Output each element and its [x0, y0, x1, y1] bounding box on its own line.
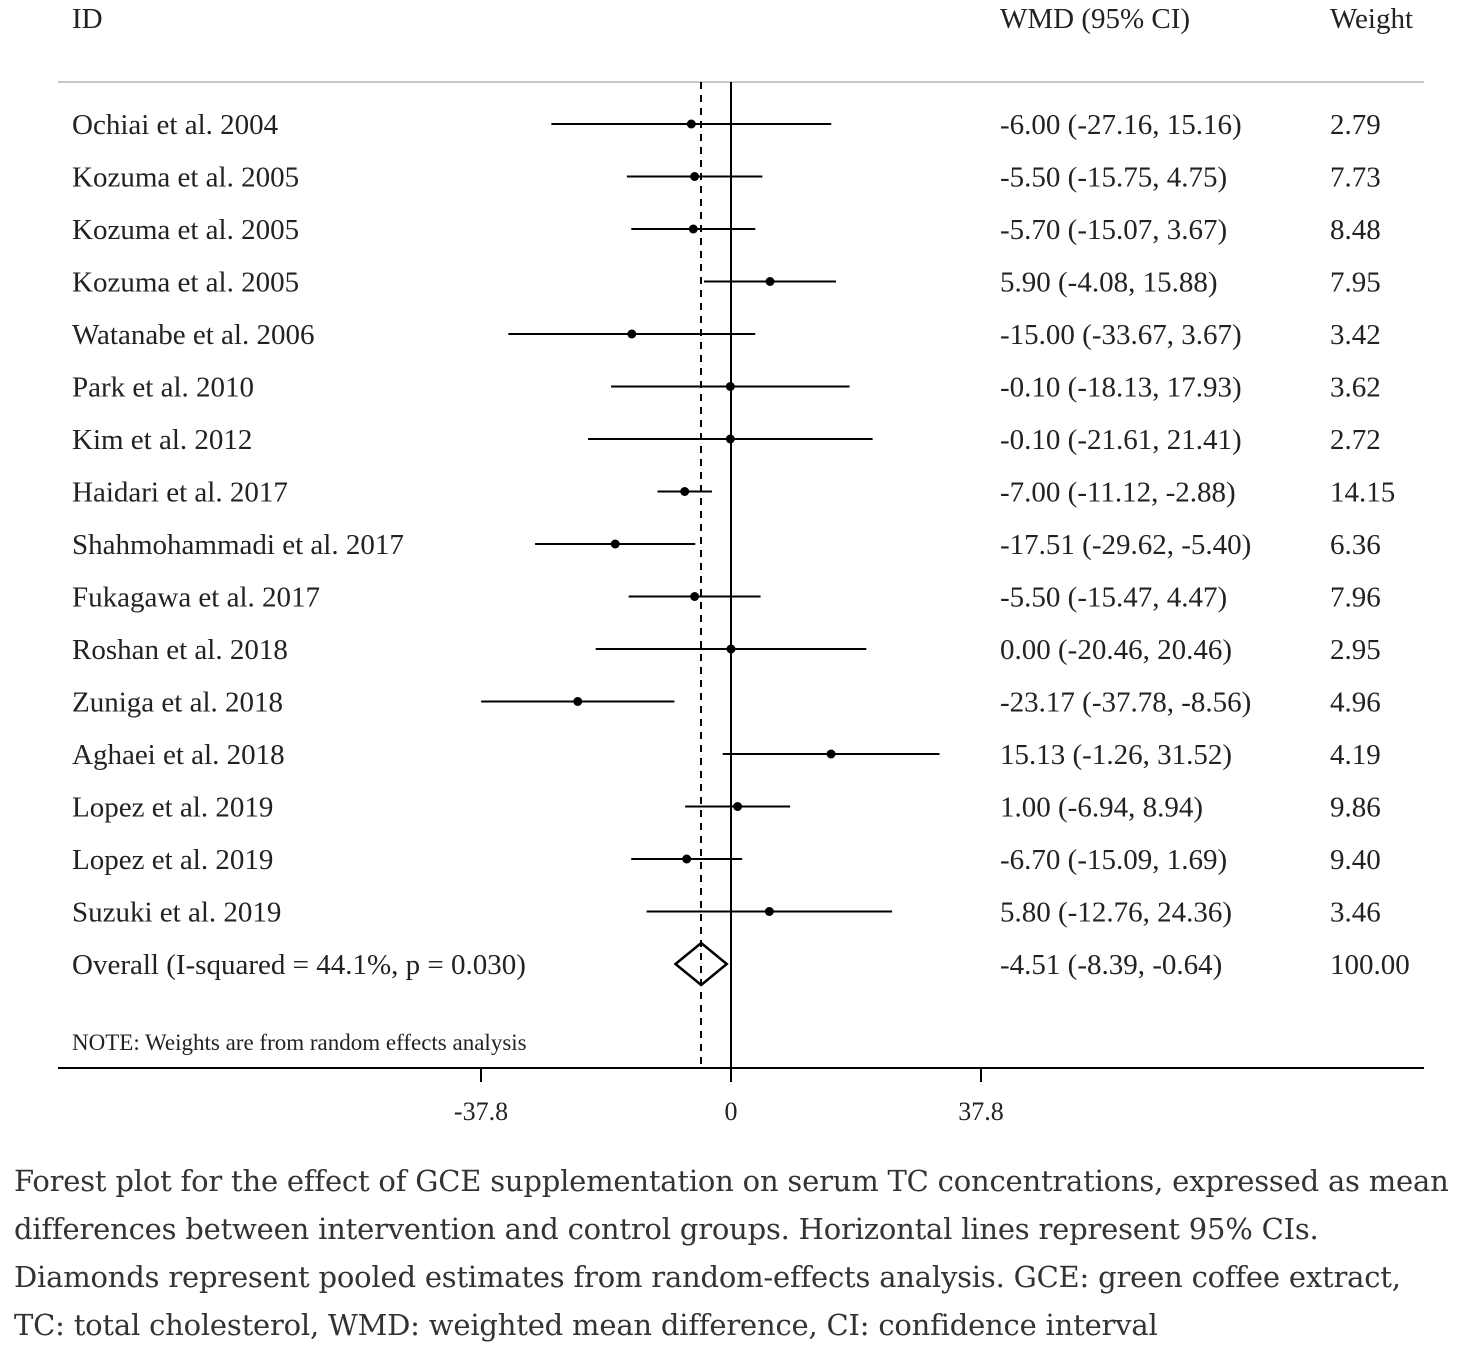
ci-text: -7.00 (-11.12, -2.88)	[1000, 477, 1236, 509]
ci-text: -5.50 (-15.75, 4.75)	[1000, 162, 1227, 194]
study-label: Kozuma et al. 2005	[72, 267, 299, 299]
study-row: Kozuma et al. 2005 -5.70 (-15.07, 3.67) 8.…	[72, 214, 1381, 246]
study-row: Zuniga et al. 2018 -23.17 (-37.78, -8.56)…	[72, 687, 1381, 719]
ci-text: 5.80 (-12.76, 24.36)	[1000, 897, 1232, 929]
weight-value: 2.72	[1330, 424, 1381, 456]
ci-text: 5.90 (-4.08, 15.88)	[1000, 267, 1217, 299]
header-weight: Weight	[1330, 3, 1413, 35]
overall-weight: 100.00	[1330, 949, 1410, 981]
weight-value: 7.96	[1330, 582, 1381, 614]
study-row: Lopez et al. 2019 1.00 (-6.94, 8.94) 9.86	[72, 792, 1381, 824]
ci-text: -0.10 (-18.13, 17.93)	[1000, 372, 1242, 404]
x-tick-label: 0	[725, 1097, 738, 1126]
point-estimate	[610, 539, 620, 549]
ci-text: -17.51 (-29.62, -5.40)	[1000, 529, 1251, 561]
weight-value: 6.36	[1330, 529, 1381, 561]
weight-value: 3.42	[1330, 319, 1381, 351]
point-estimate	[765, 277, 775, 286]
weight-value: 7.73	[1330, 162, 1381, 194]
study-row: Watanabe et al. 2006 -15.00 (-33.67, 3.67…	[72, 319, 1381, 351]
point-estimate	[826, 749, 836, 759]
study-label: Lopez et al. 2019	[72, 792, 273, 824]
point-estimate	[690, 592, 700, 601]
ci-text: -15.00 (-33.67, 3.67)	[1000, 319, 1242, 351]
forest-plot: ID WMD (95% CI) Weight Ochiai et al. 200…	[58, 3, 1424, 1126]
study-row: Lopez et al. 2019 -6.70 (-15.09, 1.69) 9.4…	[72, 844, 1381, 876]
study-label: Zuniga et al. 2018	[72, 687, 283, 719]
weight-value: 9.40	[1330, 844, 1381, 876]
study-row: Aghaei et al. 2018 15.13 (-1.26, 31.52) 4.…	[72, 739, 1381, 771]
point-estimate	[726, 644, 736, 654]
study-row: Kim et al. 2012 -0.10 (-21.61, 21.41) 2.72	[72, 424, 1381, 456]
overall-label: Overall (I-squared = 44.1%, p = 0.030)	[72, 949, 526, 981]
weight-value: 14.15	[1330, 477, 1395, 509]
point-estimate	[627, 329, 637, 339]
study-row: Ochiai et al. 2004 -6.00 (-27.16, 15.16) 2…	[72, 109, 1381, 141]
weight-value: 2.79	[1330, 109, 1381, 141]
ci-text: -6.70 (-15.09, 1.69)	[1000, 844, 1227, 876]
overall-row: Overall (I-squared = 44.1%, p = 0.030) -4…	[72, 941, 1410, 987]
study-label: Suzuki et al. 2019	[72, 897, 281, 929]
point-estimate	[690, 172, 700, 181]
note-text: NOTE: Weights are from random effects an…	[72, 1030, 527, 1055]
weight-value: 4.96	[1330, 687, 1381, 719]
study-label: Shahmohammadi et al. 2017	[72, 529, 404, 561]
point-estimate	[764, 907, 774, 916]
point-estimate	[682, 854, 692, 864]
ci-text: 0.00 (-20.46, 20.46)	[1000, 634, 1232, 666]
ci-text: -5.70 (-15.07, 3.67)	[1000, 214, 1227, 246]
study-label: Ochiai et al. 2004	[72, 109, 279, 141]
study-row: Park et al. 2010 -0.10 (-18.13, 17.93) 3.6…	[72, 372, 1381, 404]
study-label: Fukagawa et al. 2017	[72, 582, 320, 614]
ci-text: 15.13 (-1.26, 31.52)	[1000, 739, 1232, 771]
weight-value: 3.46	[1330, 897, 1381, 929]
ci-text: 1.00 (-6.94, 8.94)	[1000, 792, 1203, 824]
point-estimate	[725, 434, 735, 444]
study-row: Kozuma et al. 2005 5.90 (-4.08, 15.88) 7.9…	[72, 267, 1381, 299]
study-label: Watanabe et al. 2006	[72, 319, 314, 351]
weight-value: 9.86	[1330, 792, 1381, 824]
point-estimate	[573, 697, 583, 706]
overall-diamond	[673, 941, 729, 987]
study-label: Kozuma et al. 2005	[72, 162, 299, 194]
study-row: Roshan et al. 2018 0.00 (-20.46, 20.46) 2.…	[72, 634, 1381, 666]
study-row: Kozuma et al. 2005 -5.50 (-15.75, 4.75) 7.…	[72, 162, 1381, 194]
header-id: ID	[72, 3, 103, 35]
ci-text: -6.00 (-27.16, 15.16)	[1000, 109, 1242, 141]
study-label: Lopez et al. 2019	[72, 844, 273, 876]
overall-ci-text: -4.51 (-8.39, -0.64)	[1000, 949, 1222, 981]
study-label: Kim et al. 2012	[72, 424, 252, 456]
ci-text: -23.17 (-37.78, -8.56)	[1000, 687, 1251, 719]
weight-value: 8.48	[1330, 214, 1381, 246]
point-estimate	[686, 119, 696, 129]
study-row: Fukagawa et al. 2017 -5.50 (-15.47, 4.47)…	[72, 582, 1381, 614]
study-label: Haidari et al. 2017	[72, 477, 288, 509]
x-tick-label: -37.8	[454, 1097, 508, 1126]
ci-text: -5.50 (-15.47, 4.47)	[1000, 582, 1227, 614]
weight-value: 4.19	[1330, 739, 1381, 771]
study-row: Shahmohammadi et al. 2017 -17.51 (-29.62,…	[72, 529, 1381, 561]
study-label: Kozuma et al. 2005	[72, 214, 299, 246]
study-label: Park et al. 2010	[72, 372, 254, 404]
weight-value: 7.95	[1330, 267, 1381, 299]
study-label: Aghaei et al. 2018	[72, 739, 285, 771]
study-label: Roshan et al. 2018	[72, 634, 288, 666]
point-estimate	[725, 382, 735, 391]
point-estimate	[688, 224, 698, 234]
header-wmd: WMD (95% CI)	[1000, 3, 1190, 35]
ci-text: -0.10 (-21.61, 21.41)	[1000, 424, 1242, 456]
study-row: Suzuki et al. 2019 5.80 (-12.76, 24.36) 3.…	[72, 897, 1381, 929]
point-estimate	[680, 487, 690, 496]
figure-caption: Forest plot for the effect of GCE supple…	[14, 1164, 1449, 1342]
weight-value: 3.62	[1330, 372, 1381, 404]
x-tick-label: 37.8	[958, 1097, 1004, 1126]
point-estimate	[733, 802, 743, 811]
weight-value: 2.95	[1330, 634, 1381, 666]
study-row: Haidari et al. 2017 -7.00 (-11.12, -2.88)…	[72, 477, 1395, 509]
